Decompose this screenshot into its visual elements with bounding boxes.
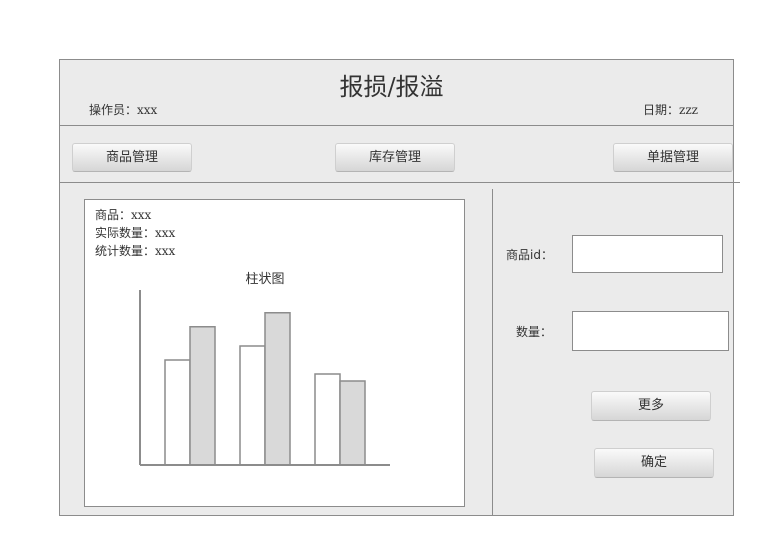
content-divider <box>492 189 493 516</box>
bar-chart: 柱状图 <box>139 272 390 466</box>
product-id-input[interactable] <box>572 235 723 273</box>
chart-bar <box>239 345 266 466</box>
chart-title: 柱状图 <box>245 272 284 287</box>
page-title: 报损/报溢 <box>339 73 444 101</box>
product-info: 商品：xxx <box>95 208 152 222</box>
chart-bar <box>164 359 191 466</box>
chart-bar <box>314 373 341 466</box>
stat-quantity-info: 统计数量：xxx <box>95 244 176 258</box>
nav-divider <box>59 182 740 183</box>
chart-bar <box>339 380 366 466</box>
confirm-button[interactable]: 确定 <box>594 448 714 478</box>
chart-bar <box>264 312 291 466</box>
nav-inventory-button[interactable]: 库存管理 <box>335 143 455 172</box>
actual-quantity-info: 实际数量：xxx <box>95 226 176 240</box>
quantity-label: 数量： <box>516 325 553 339</box>
quantity-input[interactable] <box>572 311 729 351</box>
date-label: 日期：zzz <box>643 103 698 117</box>
header-divider <box>59 125 734 126</box>
nav-products-button[interactable]: 商品管理 <box>72 143 192 172</box>
nav-documents-button[interactable]: 单据管理 <box>613 143 733 172</box>
operator-label: 操作员：xxx <box>89 103 158 117</box>
product-id-label: 商品id： <box>506 248 553 262</box>
more-button[interactable]: 更多 <box>591 391 711 421</box>
chart-bar <box>189 326 216 466</box>
chart-panel: 商品：xxx 实际数量：xxx 统计数量：xxx 柱状图 <box>84 199 465 507</box>
